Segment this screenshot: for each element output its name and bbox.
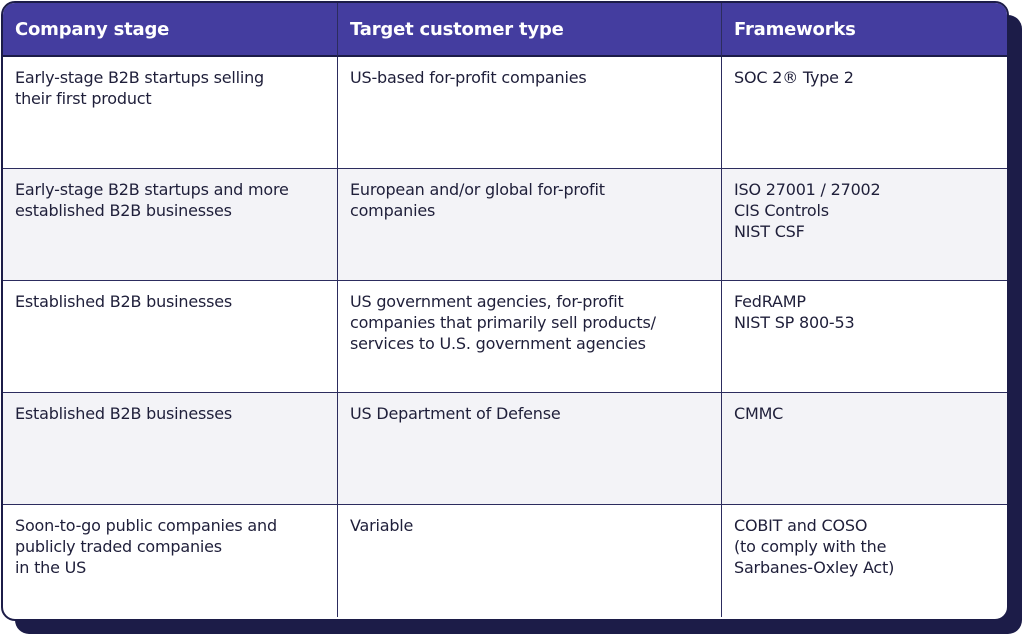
table-cell: CMMC	[722, 393, 1007, 505]
table-cell: US Department of Defense	[338, 393, 722, 505]
cell-text: Variable	[350, 516, 414, 535]
cell-text: CIS Controls	[734, 201, 829, 220]
cell-text: Established B2B businesses	[15, 404, 233, 423]
table-cell: FedRAMP NIST SP 800-53	[722, 281, 1007, 393]
cell-text: CMMC	[734, 404, 784, 423]
cell-text: US government agencies, for-profit	[350, 292, 624, 311]
table-cell: Soon-to-go public companies and publicly …	[3, 505, 338, 617]
cell-text: US Department of Defense	[350, 404, 561, 423]
table-cell: Variable	[338, 505, 722, 617]
framework-table: Company stage Target customer type Framewo…	[1, 1, 1009, 621]
header-cell: Target customer type	[338, 3, 722, 57]
cell-text: NIST CSF	[734, 222, 805, 241]
table-cell: Early-stage B2B startups and more establi…	[3, 169, 338, 281]
cell-text: their first product	[15, 89, 152, 108]
cell-text: publicly traded companies	[15, 537, 222, 556]
cell-text: NIST SP 800-53	[734, 313, 855, 332]
table-cell: Early-stage B2B startups selling their fi…	[3, 57, 338, 169]
table-cell: European and/or global for-profit compani…	[338, 169, 722, 281]
cell-text: Early-stage B2B startups and more	[15, 180, 289, 199]
cell-text: companies	[350, 201, 436, 220]
header-cell: Frameworks	[722, 3, 1007, 57]
table-cell: Established B2B businesses	[3, 281, 338, 393]
header-cell: Company stage	[3, 3, 338, 57]
cell-text: SOC 2® Type 2	[734, 68, 854, 87]
cell-text: (to comply with the	[734, 537, 887, 556]
cell-text: services to U.S. government agencies	[350, 334, 646, 353]
cell-text: Early-stage B2B startups selling	[15, 68, 265, 87]
cell-text: Soon-to-go public companies and	[15, 516, 277, 535]
table-cell: ISO 27001 / 27002 CIS Controls NIST CSF	[722, 169, 1007, 281]
cell-text: in the US	[15, 558, 87, 577]
cell-text: established B2B businesses	[15, 201, 232, 220]
table-cell: COBIT and COSO (to comply with the Sarbane…	[722, 505, 1007, 617]
table-cell: US-based for-profit companies	[338, 57, 722, 169]
cell-text: ISO 27001 / 27002	[734, 180, 881, 199]
table-cell: SOC 2® Type 2	[722, 57, 1007, 169]
table-cell: Established B2B businesses	[3, 393, 338, 505]
cell-text: FedRAMP	[734, 292, 806, 311]
cell-text: companies that primarily sell products/	[350, 313, 656, 332]
table-cell: US government agencies, for-profit compan…	[338, 281, 722, 393]
cell-text: Established B2B businesses	[15, 292, 233, 311]
cell-text: European and/or global for-profit	[350, 180, 605, 199]
cell-text: Sarbanes-Oxley Act)	[734, 558, 895, 577]
cell-text: US-based for-profit companies	[350, 68, 587, 87]
cell-text: COBIT and COSO	[734, 516, 868, 535]
